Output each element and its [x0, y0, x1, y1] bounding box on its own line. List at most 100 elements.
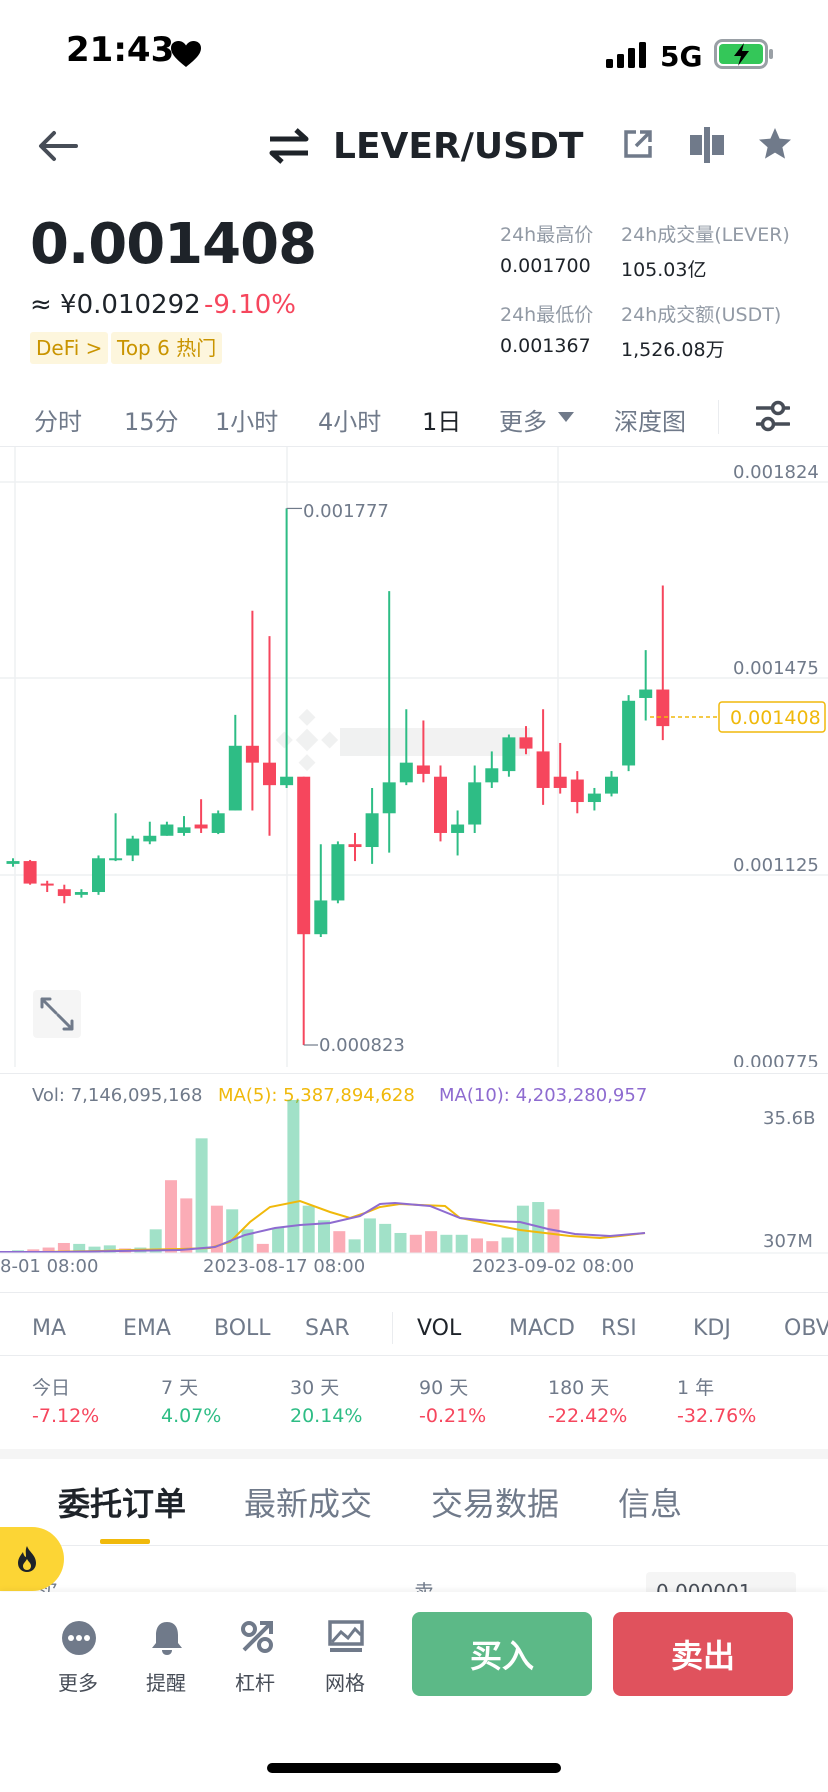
- volume-bar: [73, 1243, 86, 1253]
- y-axis-label: 0.000775: [733, 1052, 819, 1067]
- indicator-tab-rsi[interactable]: RSI: [601, 1316, 637, 1341]
- tag-top-hot[interactable]: Top 6 热门: [111, 332, 223, 364]
- candle-body: [587, 793, 601, 803]
- cny-price: ≈ ¥0.010292: [30, 290, 201, 320]
- candle: [416, 720, 430, 783]
- indicator-tab-boll[interactable]: BOLL: [214, 1316, 271, 1341]
- interval-tab-1h[interactable]: 1小时: [215, 408, 279, 436]
- nav-label-more: 更多: [58, 1671, 98, 1695]
- candle: [40, 880, 54, 893]
- interval-tab-depth[interactable]: 深度图: [614, 408, 686, 436]
- back-arrow-icon[interactable]: [36, 128, 80, 164]
- candle: [553, 742, 567, 794]
- candle-body: [485, 768, 499, 783]
- sell-button[interactable]: 卖出: [613, 1612, 793, 1696]
- interval-tab-15m[interactable]: 15分: [124, 408, 179, 436]
- indicator-divider: [392, 1312, 393, 1344]
- candlestick-chart[interactable]: 0.001408 0.001824 0.001475 0.001125 0.00…: [0, 447, 828, 1067]
- candle-body: [348, 844, 362, 848]
- indicator-tab-vol[interactable]: VOL: [417, 1316, 462, 1341]
- candle-body: [143, 835, 157, 842]
- y-axis-label: 0.001824: [733, 462, 819, 483]
- perf-label: 180 天: [548, 1377, 610, 1399]
- volume-bar: [455, 1234, 468, 1253]
- candle: [639, 650, 653, 721]
- interval-tab-more[interactable]: 更多: [499, 408, 547, 436]
- network-label: 5G: [660, 40, 703, 73]
- candle-body: [553, 776, 567, 788]
- candle-body: [57, 889, 71, 896]
- tab-recent-trades[interactable]: 最新成交: [244, 1485, 373, 1523]
- volume-bar: [165, 1180, 177, 1253]
- candle-body: [263, 762, 276, 786]
- candle-body: [468, 782, 482, 825]
- chart-top-border: [0, 446, 828, 447]
- volume-bar: [501, 1237, 514, 1253]
- volume-bar: [103, 1245, 116, 1253]
- chart-grid: [0, 447, 828, 1067]
- stat-label-amount: 24h成交额(USDT): [621, 304, 782, 326]
- candle-body: [92, 858, 105, 893]
- tab-trading-data[interactable]: 交易数据: [431, 1485, 560, 1523]
- y-axis-label: 0.001125: [733, 855, 819, 876]
- candle: [348, 832, 362, 862]
- compare-icon[interactable]: [690, 127, 724, 163]
- candle: [126, 835, 140, 862]
- candle: [485, 751, 499, 788]
- candle-body: [211, 813, 225, 833]
- share-icon[interactable]: [622, 128, 654, 160]
- candle: [297, 776, 311, 1046]
- candle-body: [382, 782, 396, 814]
- indicator-tab-sar[interactable]: SAR: [305, 1316, 350, 1341]
- sell-label: 卖出: [670, 1637, 735, 1675]
- candle: [92, 855, 105, 895]
- candle: [74, 889, 88, 898]
- buy-button[interactable]: 买入: [412, 1612, 592, 1696]
- perf-value: -22.42%: [548, 1405, 628, 1427]
- more-icon: [62, 1621, 96, 1655]
- indicator-tab-obv[interactable]: OBV: [784, 1316, 828, 1341]
- last-price: 0.001408: [30, 212, 317, 277]
- candle-body: [399, 762, 413, 783]
- candle: [399, 709, 413, 786]
- candle: [365, 787, 379, 864]
- star-icon[interactable]: [757, 127, 793, 161]
- perf-label: 1 年: [677, 1377, 715, 1399]
- nav-label-leverage: 杠杆: [235, 1671, 275, 1695]
- candle-body: [536, 751, 550, 788]
- battery-icon: [714, 39, 773, 69]
- chart-settings-icon[interactable]: [756, 400, 790, 432]
- tab-order-book[interactable]: 委托订单: [58, 1485, 187, 1523]
- heart-icon: [171, 41, 201, 67]
- x-axis-label: 2023-09-02 08:00: [472, 1256, 635, 1277]
- tabs-border: [0, 1545, 828, 1546]
- interval-tab-4h[interactable]: 4小时: [318, 408, 382, 436]
- volume-bar: [363, 1218, 376, 1253]
- volume-chart[interactable]: [0, 1100, 828, 1260]
- chevron-down-icon: [558, 412, 574, 422]
- candle: [605, 771, 618, 797]
- candle: [451, 810, 465, 856]
- candle: [160, 821, 174, 836]
- perf-value: -32.76%: [677, 1405, 757, 1427]
- indicator-tab-macd[interactable]: MACD: [509, 1316, 575, 1341]
- indicator-tab-ema[interactable]: EMA: [123, 1316, 171, 1341]
- candle: [587, 787, 601, 811]
- nav-label-alert: 提醒: [146, 1671, 186, 1695]
- tab-info[interactable]: 信息: [618, 1485, 683, 1523]
- expand-icon[interactable]: [33, 990, 81, 1038]
- y-axis-label: 0.001475: [733, 658, 819, 679]
- status-time: 21:43: [66, 30, 175, 70]
- vol-ma5: MA(5): 5,387,894,628: [218, 1085, 415, 1106]
- candle-body: [160, 824, 174, 836]
- interval-tab-time[interactable]: 分时: [34, 408, 82, 436]
- candle-body: [622, 700, 636, 766]
- fire-icon: [18, 1546, 36, 1572]
- tag-defi[interactable]: DeFi >: [30, 332, 109, 364]
- interval-tab-1d[interactable]: 1日: [422, 408, 462, 436]
- indicator-tab-kdj[interactable]: KDJ: [693, 1316, 731, 1341]
- swap-icon[interactable]: [268, 127, 310, 165]
- candle: [228, 714, 242, 811]
- x-axis-label: 8-01 08:00: [0, 1256, 99, 1277]
- indicator-tab-ma[interactable]: MA: [32, 1316, 67, 1341]
